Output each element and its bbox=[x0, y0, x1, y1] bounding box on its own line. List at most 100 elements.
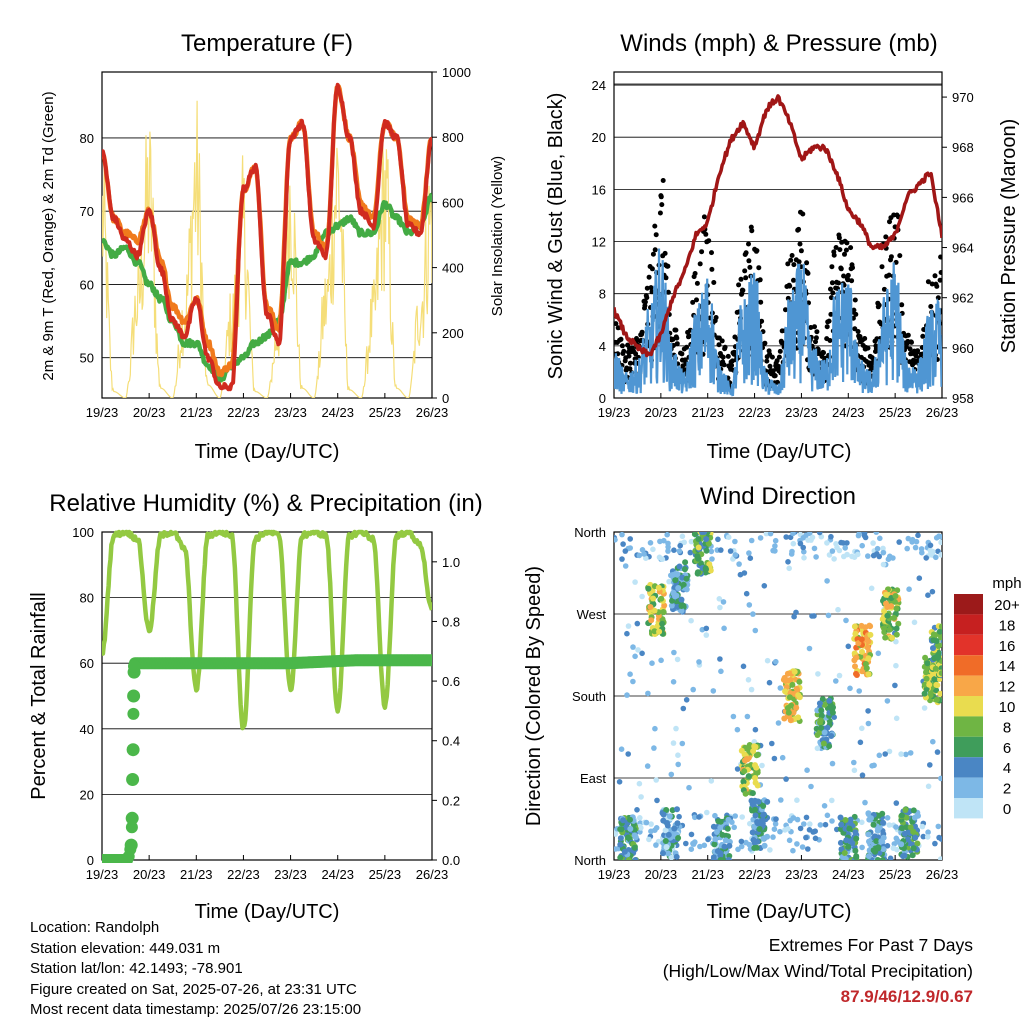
gust-point bbox=[713, 315, 719, 320]
direction-point bbox=[785, 826, 791, 832]
direction-point bbox=[793, 609, 799, 616]
direction-point bbox=[718, 547, 724, 553]
direction-point bbox=[937, 690, 942, 697]
direction-point bbox=[734, 766, 741, 772]
gust-point bbox=[821, 350, 826, 356]
direction-point bbox=[923, 555, 929, 561]
direction-point bbox=[836, 672, 843, 679]
direction-point bbox=[662, 827, 669, 834]
gust-point bbox=[706, 238, 712, 244]
direction-point bbox=[652, 725, 658, 732]
figure-created: Figure created on Sat, 2025-07-26, at 23… bbox=[30, 980, 357, 998]
direction-point bbox=[880, 846, 887, 853]
direction-point bbox=[884, 698, 891, 704]
direction-point bbox=[724, 825, 731, 832]
direction-point bbox=[715, 536, 721, 543]
direction-point bbox=[779, 754, 786, 761]
direction-point bbox=[678, 603, 685, 609]
direction-point bbox=[930, 631, 937, 638]
direction-point bbox=[616, 779, 623, 785]
gust-point bbox=[805, 270, 811, 276]
direction-point bbox=[920, 833, 927, 840]
direction-point bbox=[859, 542, 865, 549]
gust-point bbox=[756, 265, 762, 271]
direction-point bbox=[717, 604, 723, 611]
direction-point bbox=[938, 539, 942, 546]
gust-point bbox=[848, 245, 854, 251]
direction-point bbox=[895, 620, 902, 627]
direction-point bbox=[936, 834, 942, 841]
direction-point bbox=[678, 607, 685, 614]
direction-point bbox=[927, 542, 934, 549]
precip-point bbox=[128, 659, 141, 673]
gust-point bbox=[690, 299, 696, 305]
gust-point bbox=[800, 211, 806, 217]
direction-point bbox=[697, 843, 703, 850]
direction-point bbox=[759, 762, 765, 769]
direction-point bbox=[683, 575, 690, 582]
gust-point bbox=[642, 299, 648, 305]
direction-point bbox=[859, 648, 865, 655]
direction-point bbox=[914, 840, 921, 847]
direction-point bbox=[859, 844, 865, 851]
direction-point bbox=[847, 685, 853, 692]
direction-point bbox=[938, 856, 942, 860]
gust-point bbox=[650, 251, 656, 257]
direction-point bbox=[856, 532, 862, 537]
direction-point bbox=[816, 729, 823, 736]
precip-point bbox=[126, 743, 140, 757]
direction-point bbox=[786, 837, 793, 844]
direction-point bbox=[845, 643, 852, 650]
gust-point bbox=[824, 324, 830, 330]
direction-point bbox=[943, 668, 949, 674]
winds-ylabel: Sonic Wind & Gust (Blue, Black) bbox=[545, 93, 567, 380]
gust-point bbox=[938, 254, 942, 260]
direction-point bbox=[658, 657, 664, 664]
direction-point bbox=[843, 617, 849, 624]
gust-point bbox=[879, 264, 885, 270]
direction-point bbox=[898, 812, 905, 819]
winds-xtick-label: 23/23 bbox=[785, 405, 818, 420]
direction-point bbox=[876, 752, 883, 759]
direction-point bbox=[944, 671, 950, 677]
temperature-ytick-right-label: 1000 bbox=[442, 65, 471, 80]
sonic-wind-line bbox=[614, 248, 942, 397]
gust-point bbox=[925, 279, 931, 285]
direction-point bbox=[943, 640, 949, 646]
winds-xtick-label: 22/23 bbox=[738, 405, 771, 420]
direction-point bbox=[909, 539, 915, 545]
direction-point bbox=[665, 548, 671, 554]
direction-point bbox=[818, 707, 825, 714]
direction-point bbox=[713, 829, 720, 835]
direction-point bbox=[747, 820, 753, 827]
direction-point bbox=[732, 552, 739, 558]
direction-point bbox=[750, 611, 756, 617]
gust-point bbox=[828, 286, 833, 292]
direction-point bbox=[828, 733, 835, 739]
gust-point bbox=[783, 307, 788, 313]
direction-point bbox=[688, 538, 695, 545]
direction-point bbox=[927, 692, 934, 699]
direction-point bbox=[833, 678, 839, 684]
direction-point bbox=[790, 847, 796, 854]
winds-ytick-right-label: 958 bbox=[952, 391, 974, 406]
direction-point bbox=[893, 625, 900, 632]
gust-point bbox=[920, 333, 926, 339]
gust-point bbox=[876, 302, 882, 308]
direction-point bbox=[801, 821, 807, 827]
direction-point bbox=[617, 835, 624, 842]
direction-ytick-label: East bbox=[580, 771, 606, 786]
direction-title: Wind Direction bbox=[700, 483, 856, 510]
gust-point bbox=[701, 214, 707, 220]
direction-point bbox=[875, 650, 882, 657]
direction-xtick-label: 24/23 bbox=[832, 867, 865, 882]
direction-point bbox=[870, 847, 877, 854]
direction-point bbox=[853, 654, 860, 661]
direction-ytick-label: North bbox=[574, 853, 606, 868]
direction-point bbox=[905, 535, 912, 542]
direction-point bbox=[821, 803, 828, 809]
direction-point bbox=[852, 663, 858, 670]
direction-point bbox=[630, 644, 636, 650]
direction-point bbox=[673, 853, 680, 860]
speed-legend-swatch bbox=[954, 777, 983, 798]
